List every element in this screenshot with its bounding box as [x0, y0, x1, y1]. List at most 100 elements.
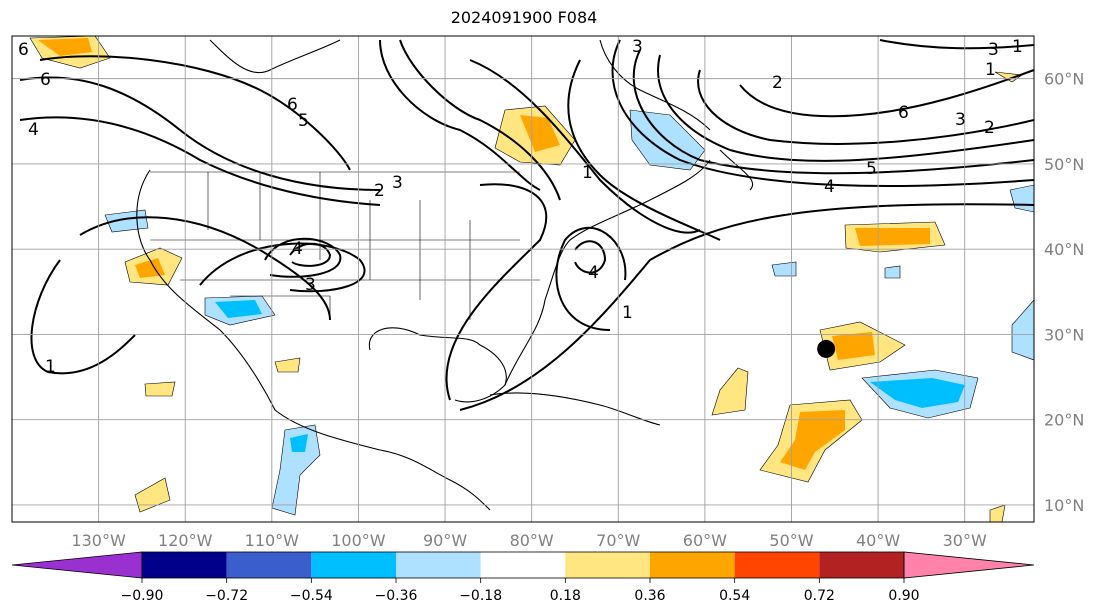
- contour-line: [567, 59, 721, 241]
- contour-label: 1: [622, 303, 633, 323]
- colorbar-extension-low: [11, 551, 143, 579]
- anomaly-region: [290, 434, 308, 452]
- anomaly-region: [855, 228, 930, 246]
- coastline: [489, 392, 661, 426]
- latitude-tick-label: 50°N: [1044, 155, 1084, 174]
- longitude-tick-label: 60°W: [683, 531, 727, 550]
- contour-labels: 6 6 4 6 5 2 3 4 3 1 1 4 1 3 3 2 1 6 5 4 …: [18, 37, 1023, 377]
- colorbar-segment: [396, 552, 481, 578]
- coastline: [599, 39, 711, 131]
- map-frame: [11, 35, 1035, 523]
- contour-line: [289, 242, 332, 267]
- border: [150, 239, 540, 281]
- colorbar-tick-label: −0.36: [375, 588, 418, 604]
- contour-line: [379, 39, 541, 191]
- anomaly-region: [1011, 299, 1034, 361]
- contour-line: [445, 183, 548, 401]
- contour-label: 5: [866, 159, 877, 179]
- contour-label: 1: [985, 60, 996, 80]
- colorbar-segment: [565, 552, 650, 578]
- contour-label: 3: [988, 40, 999, 60]
- latitude-tick-label: 40°N: [1044, 240, 1084, 259]
- contour-label: 1: [1012, 37, 1023, 57]
- colorbar-segment: [226, 552, 312, 578]
- contour-line: [264, 237, 342, 278]
- colorbar-tick-label: 0.90: [888, 588, 919, 604]
- colorbar-tick-labels: −0.90 −0.72 −0.54 −0.36 −0.18 0.18 0.36 0.54 0.7…: [121, 578, 920, 604]
- contour-label: 3: [305, 275, 316, 295]
- colorbar-tick-label: −0.72: [205, 588, 248, 604]
- coastline: [504, 159, 711, 386]
- contour-line: [879, 39, 1034, 50]
- colorbar-tick-label: 0.72: [804, 588, 835, 604]
- anomaly-region: [711, 367, 749, 416]
- contour-label: 6: [898, 103, 909, 123]
- colorbar-extension-high: [903, 551, 1035, 579]
- longitude-tick-label: 110°W: [245, 531, 300, 550]
- contour-label: 3: [632, 37, 643, 57]
- colorbar-segment: [311, 552, 396, 578]
- colorbar-segment: [142, 552, 227, 578]
- longitude-tick-label: 130°W: [71, 531, 126, 550]
- colorbar: [11, 551, 1035, 579]
- coastline: [368, 327, 507, 403]
- anomaly-region: [780, 410, 845, 470]
- colorbar-segment: [480, 552, 566, 578]
- anomaly-region: [38, 38, 92, 56]
- anomaly-region: [989, 504, 1006, 522]
- contour-label: 1: [582, 163, 593, 183]
- contour-label: 3: [392, 173, 403, 193]
- contour-label: 6: [287, 95, 298, 115]
- contour-label: 6: [40, 70, 51, 90]
- anomaly-region: [144, 381, 176, 397]
- contour-label: 2: [374, 181, 385, 201]
- latitude-tick-label: 10°N: [1044, 496, 1084, 515]
- contour-line: [632, 49, 1034, 175]
- contour-line: [739, 69, 1034, 118]
- contour-line: [30, 259, 136, 375]
- contour-line: [459, 203, 1034, 411]
- contour-label: 3: [955, 110, 966, 130]
- anomaly-region: [215, 300, 262, 318]
- contour-line: [657, 54, 1034, 162]
- anomaly-region: [274, 357, 301, 373]
- map-title: 2024091900 F084: [450, 8, 598, 27]
- longitude-tick-label: 90°W: [423, 531, 467, 550]
- graticule: [12, 36, 1034, 522]
- colorbar-tick-label: 0.18: [550, 588, 581, 604]
- longitude-tick-label: 50°W: [769, 531, 813, 550]
- colorbar-tick-label: −0.90: [121, 588, 164, 604]
- contour-line: [19, 76, 381, 191]
- longitude-tick-label: 30°W: [943, 531, 987, 550]
- anomaly-region: [771, 261, 797, 277]
- coastline: [209, 39, 341, 74]
- contour-line: [199, 242, 366, 293]
- coastline: [719, 149, 754, 191]
- latitude-tick-label: 20°N: [1044, 411, 1084, 430]
- colorbar-tick-label: 0.54: [719, 588, 750, 604]
- contour-line: [79, 216, 331, 321]
- storm-marker: [817, 339, 836, 358]
- contour-label: 4: [588, 263, 599, 283]
- latitude-tick-label: 60°N: [1044, 70, 1084, 89]
- anomaly-region: [884, 265, 901, 279]
- borders: [150, 171, 540, 320]
- contour-label: 2: [772, 73, 783, 93]
- contour-line: [611, 39, 1034, 187]
- anomaly-region: [271, 424, 321, 516]
- contour-label: 2: [984, 118, 995, 138]
- anomaly-region: [832, 332, 875, 360]
- contour-line: [19, 116, 381, 206]
- contour-label: 4: [824, 177, 835, 197]
- contour-label: 1: [45, 357, 56, 377]
- longitude-tick-label: 80°W: [510, 531, 554, 550]
- contour-line: [399, 39, 561, 201]
- contour-label: 5: [298, 111, 309, 131]
- contour-line: [469, 59, 701, 234]
- colorbar-tick-label: −0.18: [459, 588, 502, 604]
- contour-label: 6: [18, 40, 29, 60]
- contour-label: 4: [292, 239, 303, 259]
- longitude-tick-label: 100°W: [331, 531, 386, 550]
- latitude-labels: 60°N 50°N 40°N 30°N 20°N 10°N: [1044, 70, 1084, 515]
